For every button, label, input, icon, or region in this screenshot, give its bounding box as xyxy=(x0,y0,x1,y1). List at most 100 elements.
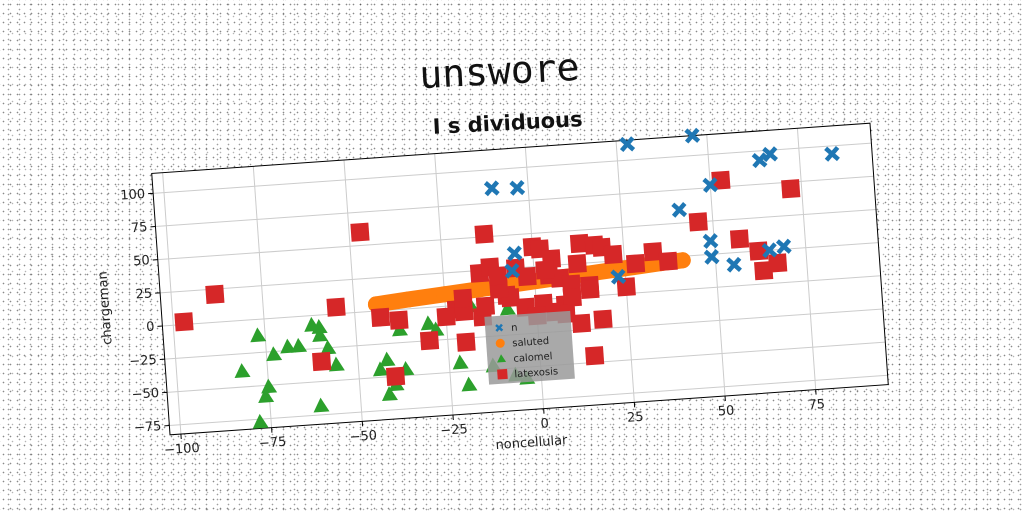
data-point-n xyxy=(702,233,719,249)
data-point-calomel xyxy=(252,413,269,429)
x-gridline xyxy=(706,134,726,397)
data-point-latexosis xyxy=(729,229,750,249)
x-tick-label: −75 xyxy=(258,435,286,452)
data-point-n xyxy=(684,127,701,144)
y-tick-label: −50 xyxy=(131,386,159,403)
data-point-latexosis xyxy=(567,254,587,274)
chart-subtitle: I s dividuous xyxy=(432,107,583,139)
data-point-latexosis xyxy=(625,253,646,274)
axes xyxy=(148,122,889,440)
data-point-saluted xyxy=(367,296,384,313)
data-point-calomel xyxy=(372,361,389,377)
data-point-n xyxy=(509,179,526,196)
data-point-latexosis xyxy=(535,260,555,280)
legend-label-saluted: saluted xyxy=(512,336,550,350)
data-point-latexosis xyxy=(643,242,663,262)
y-tick-label: −75 xyxy=(134,419,162,436)
chart-title: unswore xyxy=(418,45,580,97)
data-point-latexosis xyxy=(419,331,440,351)
data-point-latexosis xyxy=(754,261,774,281)
x-axis-label: noncellular xyxy=(495,433,568,453)
x-tick-label: 0 xyxy=(540,416,549,432)
data-point-calomel xyxy=(250,327,267,343)
data-point-latexosis xyxy=(593,309,613,329)
data-point-latexosis xyxy=(326,297,346,317)
x-gridline xyxy=(162,172,182,435)
data-point-latexosis xyxy=(389,310,409,330)
x-tick-label: 75 xyxy=(808,397,826,413)
x-tick-label: 50 xyxy=(717,403,735,419)
legend-label-latexosis: latexosis xyxy=(514,366,558,380)
data-point-latexosis xyxy=(456,332,476,352)
data-point-latexosis xyxy=(658,251,678,271)
plot-frame xyxy=(151,122,889,436)
y-tick-label: 0 xyxy=(146,320,155,336)
data-point-n xyxy=(483,180,500,197)
legend-label-calomel: calomel xyxy=(513,351,553,365)
y-tick-label: 25 xyxy=(135,286,153,302)
data-point-n xyxy=(726,256,742,273)
data-point-latexosis xyxy=(453,288,473,308)
data-point-calomel xyxy=(312,327,329,342)
data-point-saluted xyxy=(472,281,489,298)
legend-marker-calomel xyxy=(497,354,507,363)
data-point-latexosis xyxy=(569,233,590,254)
y-tick-label: −25 xyxy=(129,353,157,370)
data-point-latexosis xyxy=(580,279,600,300)
data-point-latexosis xyxy=(370,307,391,328)
data-point-n xyxy=(824,145,840,162)
data-point-latexosis xyxy=(174,312,194,332)
data-point-n xyxy=(702,177,719,193)
legend-marker-latexosis xyxy=(497,368,508,380)
data-point-latexosis xyxy=(517,266,537,287)
data-point-n xyxy=(703,249,720,265)
legend-marker-n xyxy=(495,323,504,332)
data-point-latexosis xyxy=(350,222,370,242)
y-tick-label: 75 xyxy=(130,220,148,236)
data-point-calomel xyxy=(381,386,398,402)
data-point-latexosis xyxy=(603,244,623,265)
data-point-latexosis xyxy=(562,287,582,307)
legend-item-calomel: calomel xyxy=(497,351,553,365)
data-point-n xyxy=(610,268,627,285)
data-point-n xyxy=(775,238,792,255)
data-point-latexosis xyxy=(768,253,788,273)
data-point-latexosis xyxy=(571,313,592,333)
data-point-latexosis xyxy=(688,212,708,232)
legend-marker-saluted xyxy=(495,338,505,348)
data-point-calomel xyxy=(499,300,516,316)
data-point-latexosis xyxy=(711,170,731,190)
data-point-calomel xyxy=(261,378,278,394)
data-point-calomel xyxy=(320,339,337,355)
data-point-n xyxy=(761,242,778,259)
data-point-calomel xyxy=(291,337,308,353)
data-point-saluted xyxy=(674,252,691,269)
data-point-latexosis xyxy=(475,296,496,316)
legend-item-latexosis: latexosis xyxy=(497,366,559,380)
y-axis-label: chargeman xyxy=(95,271,115,345)
legend-item-n: n xyxy=(495,323,518,334)
data-point-saluted xyxy=(400,291,417,308)
data-point-n xyxy=(619,136,636,153)
y-gridline xyxy=(169,374,888,427)
data-point-n xyxy=(671,201,688,218)
y-gridline xyxy=(155,175,874,227)
data-point-latexosis xyxy=(781,179,801,199)
data-point-calomel xyxy=(234,363,251,379)
x-gridline xyxy=(343,159,363,422)
y-tick-label: 100 xyxy=(120,187,146,204)
data-point-n xyxy=(504,263,521,279)
series-n xyxy=(483,127,840,285)
data-point-latexosis xyxy=(474,224,494,244)
data-point-calomel xyxy=(461,376,478,392)
data-point-calomel xyxy=(311,319,328,334)
data-point-calomel xyxy=(280,338,297,354)
data-point-calomel xyxy=(328,356,345,372)
x-tick-label: −25 xyxy=(440,422,468,439)
data-point-latexosis xyxy=(488,266,508,286)
data-point-calomel xyxy=(452,354,469,370)
